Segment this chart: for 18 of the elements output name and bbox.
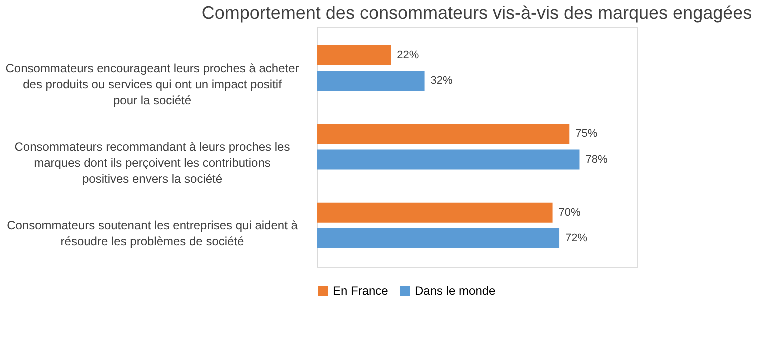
bar bbox=[317, 71, 425, 92]
chart-title: Comportement des consommateurs vis-à-vis des marques engagées bbox=[202, 3, 752, 23]
data-label: 72% bbox=[566, 232, 588, 244]
bar bbox=[317, 124, 570, 144]
bar bbox=[317, 46, 392, 66]
data-label: 70% bbox=[558, 206, 582, 219]
bar bbox=[317, 202, 553, 223]
bar bbox=[317, 150, 580, 170]
data-label: 75% bbox=[576, 128, 598, 140]
data-label: 22% bbox=[397, 50, 420, 62]
data-label: 32% bbox=[430, 75, 454, 88]
y-tick-label: Consommateurs recommandant à leurs proches les marques dont ils perçoivent les contributions positives envers la société bbox=[14, 140, 290, 186]
legend-label: En France bbox=[333, 284, 389, 298]
y-tick-label: Consommateurs soutenant les entreprises qui aident à résoudre les problèmes de société bbox=[7, 218, 298, 249]
legend-label: Dans le monde bbox=[415, 284, 496, 298]
y-tick-label: Consommateurs encourageant leurs proches à acheter des produits ou services qui ont un impact positif pour la société bbox=[6, 61, 300, 108]
bar bbox=[317, 228, 560, 248]
data-label: 78% bbox=[586, 154, 608, 166]
